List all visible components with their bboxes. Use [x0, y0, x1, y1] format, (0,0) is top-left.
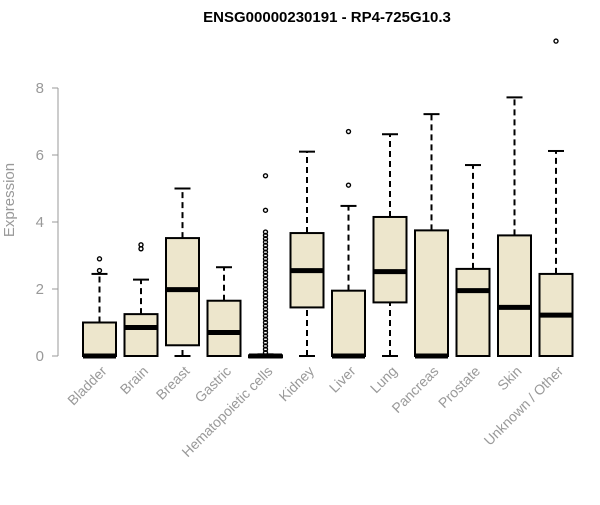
outlier-point — [96, 256, 103, 262]
y-tick-label: 8 — [36, 80, 44, 97]
outlier-point — [262, 173, 269, 179]
box-series — [82, 38, 574, 359]
y-tick-label: 4 — [36, 214, 44, 231]
box-rect — [331, 289, 366, 357]
box-rect — [206, 299, 242, 358]
box-rect — [414, 229, 449, 357]
category-label: Kidney — [276, 363, 318, 405]
y-tick-label: 6 — [36, 147, 44, 164]
outlier-point — [345, 182, 352, 188]
box-rect — [82, 321, 117, 357]
outlier-point — [262, 229, 269, 235]
box-rect — [123, 313, 159, 357]
category-label: Unknown / Other — [481, 363, 567, 449]
outlier-point — [96, 267, 103, 274]
box-breast — [165, 187, 200, 357]
box-skin — [497, 96, 532, 357]
box-kidney — [289, 150, 325, 357]
outlier-point — [262, 207, 269, 213]
y-tick-label: 2 — [36, 281, 44, 298]
box-rect — [455, 267, 491, 357]
box-pancreas — [414, 113, 449, 359]
box-liver — [331, 128, 366, 359]
y-tick-label: 0 — [36, 348, 44, 365]
y-axis: 0 2 4 6 8 — [36, 80, 59, 365]
category-label: Prostate — [435, 363, 483, 411]
outlier-point — [345, 128, 352, 135]
y-axis-label: Expression — [1, 163, 18, 237]
category-label: Lung — [367, 363, 400, 396]
box-gastric — [206, 266, 242, 358]
box-brain — [123, 242, 159, 357]
box-unknown-other — [538, 38, 574, 357]
category-label: Liver — [326, 363, 359, 396]
outlier-point — [553, 38, 559, 44]
box-lung — [372, 133, 408, 357]
outlier-point — [138, 242, 144, 248]
category-label: Bladder — [64, 363, 110, 409]
category-label: Brain — [117, 363, 151, 397]
box-prostate — [455, 164, 491, 357]
box-rect — [497, 234, 532, 357]
chart-title: ENSG00000230191 - RP4-725G10.3 — [203, 9, 451, 26]
box-rect — [372, 215, 408, 304]
box-bladder — [82, 256, 117, 359]
category-label: Breast — [153, 363, 193, 403]
box-hematopoietic-cells — [248, 173, 283, 359]
category-label: Skin — [494, 363, 525, 394]
